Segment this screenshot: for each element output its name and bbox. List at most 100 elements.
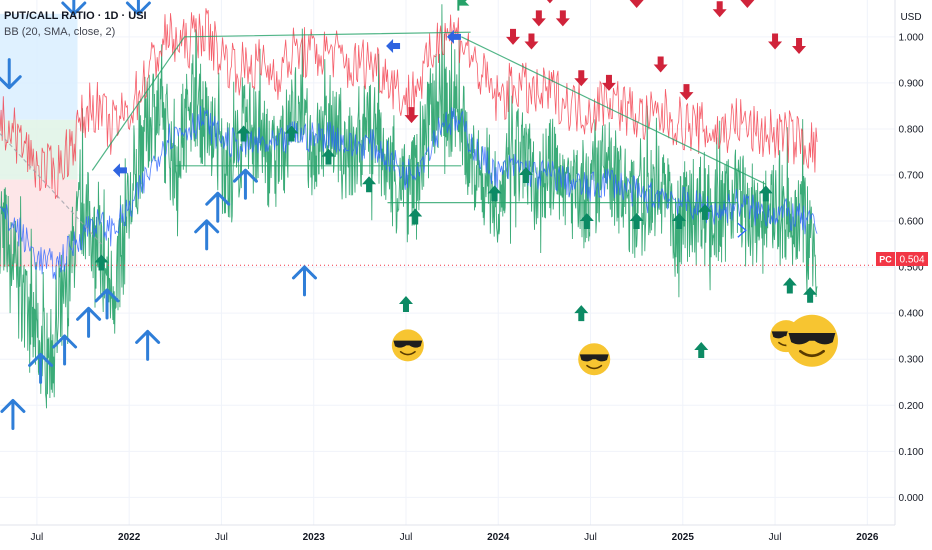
buy-arrow-marker: [518, 167, 533, 183]
buy-arrow-marker: [782, 277, 797, 294]
price-scale[interactable]: 1.000 0.900 0.800 0.700 0.600 0.500 0.400 0.300…: [898, 32, 923, 504]
trend-line: [91, 31, 471, 171]
green-flag-marker: [457, 0, 470, 11]
buy-arrow-marker: [321, 148, 336, 165]
sell-arrow-marker: [768, 33, 783, 50]
arrow-up-marker: [232, 168, 258, 200]
arrow-up-marker: [0, 398, 26, 430]
cool-emoji-icon: [391, 329, 424, 362]
y-tick-label: 0.700: [898, 171, 923, 182]
arrow-up-marker: [28, 352, 54, 384]
buy-arrow-marker: [236, 125, 251, 142]
sell-arrow-marker: [679, 84, 694, 101]
arrow-down-marker: [61, 0, 87, 16]
sell-arrow-marker: [792, 38, 807, 55]
buy-arrow-marker: [672, 213, 687, 230]
blue-flag-marker: [386, 39, 401, 54]
cool-emoji-icon: [785, 314, 838, 367]
chart-legend: PUT/CALL RATIO · 1D · USI BB (20, SMA, c…: [4, 8, 147, 40]
emoji-smile: [798, 349, 825, 358]
y-tick-label: 0.800: [898, 124, 923, 135]
arrow-down-marker: [125, 0, 151, 16]
x-tick-label: 2025: [672, 532, 695, 543]
sunglasses-icon: [393, 340, 423, 348]
price-tag-code-bg: [876, 252, 895, 266]
sell-arrow-marker: [574, 70, 589, 87]
blue-flag-marker: [112, 163, 127, 178]
sell-arrow-marker: [629, 0, 644, 8]
sell-arrow-marker: [546, 0, 553, 4]
price-tag-value-bg: [896, 252, 928, 266]
emoji-smile: [586, 364, 603, 370]
buy-arrow-marker: [579, 213, 594, 230]
x-tick-label: 2024: [487, 532, 510, 543]
y-tick-label: 0.200: [898, 401, 923, 412]
sell-arrow-marker: [506, 28, 521, 45]
buy-arrow-marker: [94, 254, 109, 271]
buy-arrow-marker: [574, 305, 589, 322]
y-tick-label: 0.400: [898, 309, 923, 320]
currency-label[interactable]: USD: [900, 12, 921, 23]
emoji-smile: [399, 350, 416, 356]
sell-arrow-marker: [524, 33, 539, 50]
x-tick-label: Jul: [400, 532, 413, 543]
price-tag: PC 0.504: [876, 252, 928, 266]
arrow-up-marker: [135, 329, 161, 361]
indicator-label[interactable]: BB (20, SMA, close, 2): [4, 26, 116, 38]
arrow-up-marker: [194, 219, 220, 251]
sunglasses-icon: [579, 354, 609, 362]
arrow-up-marker: [94, 288, 120, 320]
price-tag-value: 0.504: [899, 255, 924, 266]
x-tick-label: Jul: [215, 532, 228, 543]
sell-arrow-marker: [712, 1, 727, 18]
sell-arrow-marker: [653, 56, 668, 73]
arrow-up-marker: [76, 306, 102, 338]
buy-arrow-marker: [284, 125, 299, 142]
x-tick-label: Jul: [31, 532, 44, 543]
trend-lines[interactable]: [0, 31, 767, 245]
sunglasses-icon: [788, 332, 836, 345]
y-tick-label: 0.600: [898, 217, 923, 228]
signal-markers: [0, 0, 818, 430]
series-group: [0, 4, 818, 409]
arrow-up-marker: [205, 191, 231, 223]
buy-arrow-marker: [408, 208, 423, 225]
cool-emoji-icon: [578, 343, 611, 376]
buy-arrow-marker: [487, 185, 502, 202]
y-tick-label: 0.500: [898, 263, 923, 274]
symbol-title[interactable]: PUT/CALL RATIO · 1D · USI: [4, 10, 147, 22]
series-close: [0, 4, 818, 409]
buy-arrow-marker: [629, 213, 644, 230]
trend-line: [461, 36, 767, 185]
buy-arrow-marker: [398, 295, 413, 312]
buy-arrow-marker: [803, 286, 818, 303]
sell-arrow-marker: [555, 10, 570, 27]
x-tick-label: 2023: [303, 532, 326, 543]
y-tick-label: 0.000: [898, 493, 923, 504]
arrow-down-marker: [0, 58, 22, 90]
x-tick-label: 2026: [856, 532, 879, 543]
x-tick-label: Jul: [584, 532, 597, 543]
buy-arrow-marker: [697, 203, 712, 220]
sell-arrow-marker: [404, 107, 419, 124]
price-tag-code: PC: [879, 255, 892, 265]
x-tick-label: 2022: [118, 532, 141, 543]
shaded-box: [0, 13, 78, 120]
time-scale[interactable]: Jul 2022 Jul 2023 Jul 2024 Jul 2025 Jul 2026: [31, 532, 879, 543]
emoji-stickers: [391, 314, 838, 376]
series-bb-upper: [0, 8, 818, 199]
sell-arrow-marker: [740, 0, 755, 8]
buy-arrow-marker: [694, 342, 709, 358]
sell-arrow-marker: [601, 74, 616, 91]
arrow-up-marker: [291, 265, 317, 297]
blue-flag-marker: [446, 29, 461, 44]
sell-arrow-marker: [531, 10, 546, 27]
buy-arrow-marker: [362, 176, 377, 193]
y-tick-label: 0.100: [898, 447, 923, 458]
chevron-right-marker: [737, 222, 747, 238]
series-bb-mid: [0, 105, 818, 280]
buy-arrow-marker: [758, 185, 773, 202]
y-tick-label: 0.900: [898, 78, 923, 89]
y-tick-label: 0.300: [898, 355, 923, 366]
